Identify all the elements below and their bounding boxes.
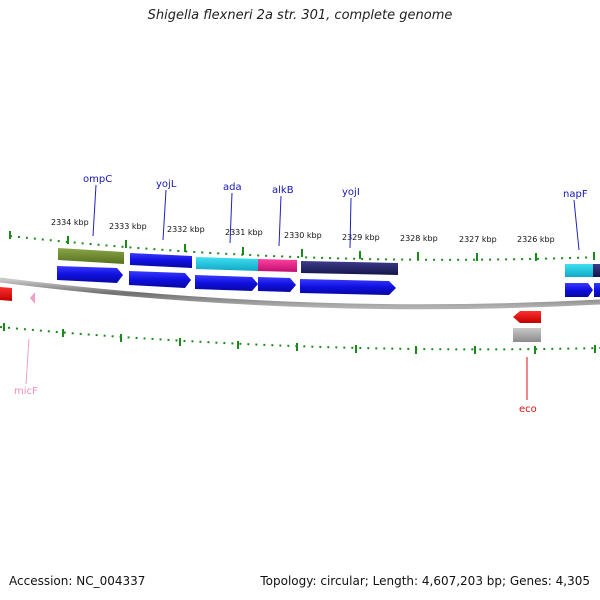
gene-arrow-ompC — [57, 266, 123, 283]
gene-arrow-napF-next — [594, 283, 600, 297]
kbp-label-2328: 2328 kbp — [400, 234, 438, 243]
micF-leader-line — [25, 338, 30, 385]
micF-marker[interactable] — [30, 292, 35, 304]
gene-arrow-napF — [565, 283, 593, 297]
kbp-label-2327: 2327 kbp — [459, 235, 497, 244]
left-edge-red-feature[interactable] — [0, 287, 12, 301]
feature-napF-block — [565, 264, 600, 277]
gene-label-ada: ada — [223, 182, 242, 193]
feature-yojI-block — [301, 261, 398, 275]
gene-label-yojL: yojL — [156, 179, 177, 190]
kbp-label-2332: 2332 kbp — [167, 225, 205, 234]
kbp-label-2330: 2330 kbp — [284, 231, 322, 240]
gene-label-yojI: yojI — [342, 187, 360, 198]
gene-label-napF: napF — [563, 189, 588, 200]
kbp-label-2331: 2331 kbp — [225, 228, 263, 237]
feature-ada-block — [196, 257, 258, 271]
feature-yojL-block — [130, 253, 192, 268]
gene-arrow-alkB — [258, 277, 296, 292]
genome-backbone — [0, 277, 600, 310]
kbp-label-2329: 2329 kbp — [342, 233, 380, 242]
upper-tick-track — [9, 231, 600, 261]
gene-label-ompC: ompC — [83, 174, 112, 185]
kbp-label-2334: 2334 kbp — [51, 218, 89, 227]
feature-napF-tail — [593, 264, 600, 277]
kbp-label-2333: 2333 kbp — [109, 222, 147, 231]
feature-alkB-block — [258, 259, 297, 272]
gene-label-alkB: alkB — [272, 185, 294, 196]
kbp-labels: 2334 kbp 2333 kbp 2332 kbp 2331 kbp 2330… — [51, 218, 555, 244]
genome-title: Shigella flexneri 2a str. 301, complete … — [147, 8, 453, 23]
genome-stats-text: Topology: circular; Length: 4,607,203 bp… — [260, 574, 590, 588]
forward-gene-arrows[interactable] — [57, 266, 600, 297]
feature-ompC-block — [58, 248, 124, 264]
gene-arrow-yojL — [129, 271, 191, 288]
gene-label-eco: eco — [519, 404, 537, 415]
gene-label-micF: micF — [14, 386, 38, 397]
eco-gray-block[interactable] — [513, 328, 541, 342]
lower-tick-track — [0, 323, 600, 354]
eco-reverse-arrow[interactable] — [513, 311, 541, 323]
accession-text: Accession: NC_004337 — [9, 574, 146, 588]
gene-arrow-ada — [195, 275, 258, 291]
colored-features[interactable] — [58, 248, 600, 277]
gene-arrow-yojI — [300, 279, 396, 295]
gene-labels: ompC yojL ada alkB yojI napF — [83, 174, 588, 251]
kbp-label-2326: 2326 kbp — [517, 235, 555, 244]
